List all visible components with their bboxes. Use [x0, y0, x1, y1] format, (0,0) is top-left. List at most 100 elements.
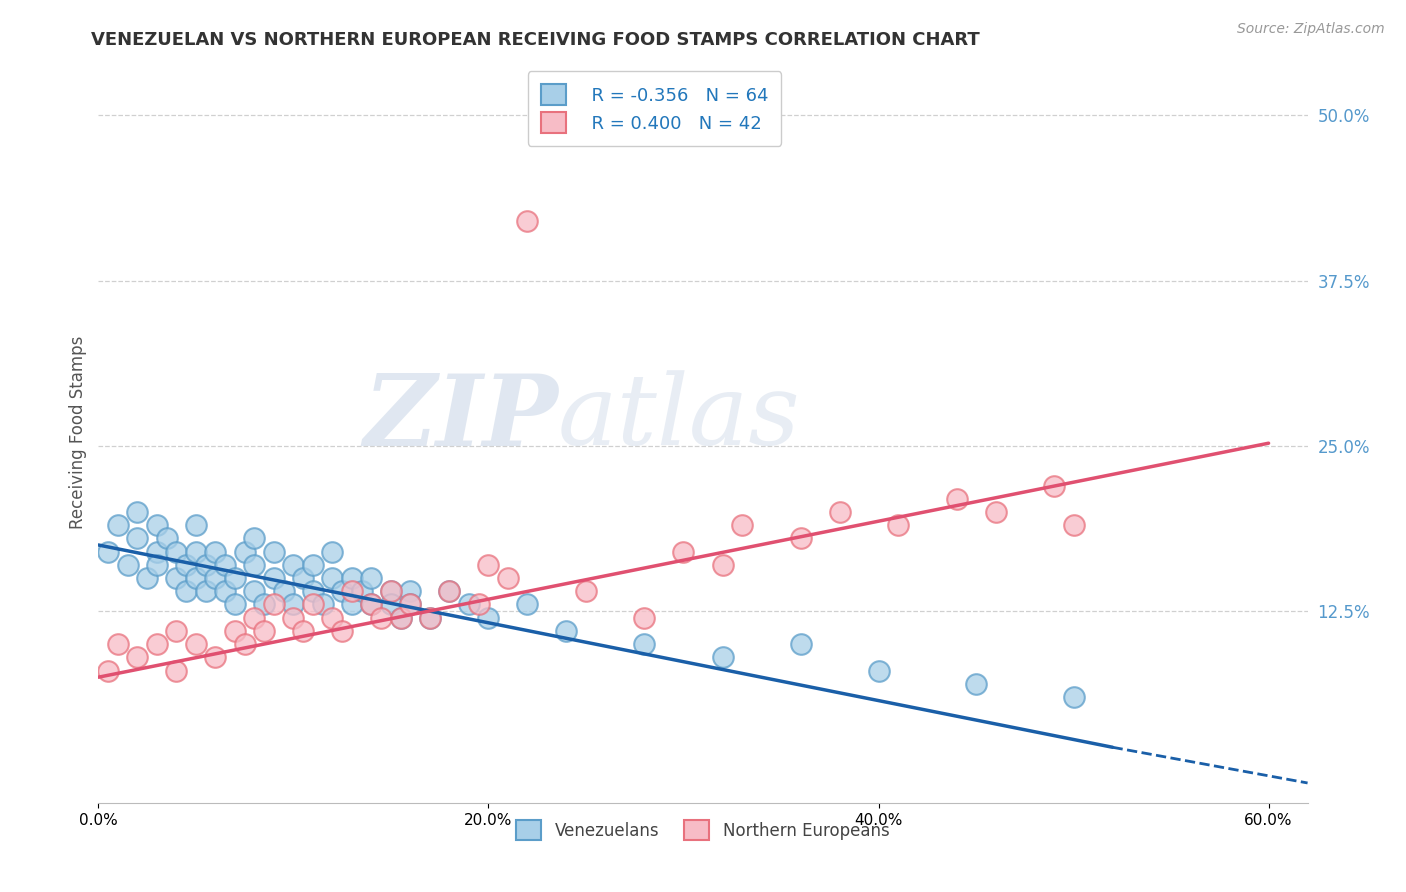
Point [253, 624, 276, 638]
Point [194, 584, 217, 599]
Point [107, 637, 129, 651]
Point [165, 571, 187, 585]
Point [243, 558, 266, 572]
Point [302, 598, 325, 612]
Point [360, 598, 382, 612]
Point [496, 571, 519, 585]
Point [984, 505, 1007, 519]
Point [419, 611, 441, 625]
Point [516, 214, 538, 228]
Point [340, 598, 363, 612]
Point [263, 571, 285, 585]
Point [204, 571, 226, 585]
Point [419, 611, 441, 625]
Point [302, 558, 325, 572]
Point [399, 584, 422, 599]
Point [868, 664, 890, 678]
Point [965, 677, 987, 691]
Point [127, 532, 149, 546]
Point [204, 544, 226, 558]
Point [283, 558, 305, 572]
Point [165, 624, 187, 638]
Point [321, 571, 343, 585]
Point [711, 650, 734, 665]
Point [174, 584, 197, 599]
Point [389, 611, 412, 625]
Point [439, 584, 461, 599]
Point [380, 584, 402, 599]
Point [439, 584, 461, 599]
Point [399, 598, 422, 612]
Point [321, 611, 343, 625]
Point [156, 532, 179, 546]
Point [945, 491, 967, 506]
Point [340, 584, 363, 599]
Point [184, 544, 207, 558]
Point [389, 611, 412, 625]
Point [380, 598, 402, 612]
Point [107, 518, 129, 533]
Point [1063, 690, 1085, 704]
Point [184, 518, 207, 533]
Point [399, 598, 422, 612]
Point [292, 571, 315, 585]
Point [828, 505, 851, 519]
Point [243, 532, 266, 546]
Text: Source: ZipAtlas.com: Source: ZipAtlas.com [1237, 22, 1385, 37]
Point [633, 637, 655, 651]
Point [146, 518, 169, 533]
Point [360, 598, 382, 612]
Point [789, 532, 811, 546]
Point [146, 544, 169, 558]
Point [302, 584, 325, 599]
Point [136, 571, 159, 585]
Point [350, 584, 373, 599]
Point [224, 598, 246, 612]
Point [165, 664, 187, 678]
Point [312, 598, 335, 612]
Point [127, 650, 149, 665]
Point [253, 598, 276, 612]
Point [283, 611, 305, 625]
Point [243, 611, 266, 625]
Point [330, 624, 353, 638]
Point [370, 611, 392, 625]
Point [283, 598, 305, 612]
Text: ZIP: ZIP [363, 369, 558, 466]
Point [204, 650, 226, 665]
Point [97, 664, 120, 678]
Point [467, 598, 489, 612]
Point [233, 544, 256, 558]
Point [672, 544, 695, 558]
Point [146, 637, 169, 651]
Point [292, 624, 315, 638]
Point [263, 544, 285, 558]
Point [555, 624, 578, 638]
Point [214, 584, 236, 599]
Legend: Venezuelans, Northern Europeans: Venezuelans, Northern Europeans [510, 814, 896, 847]
Point [380, 584, 402, 599]
Point [321, 544, 343, 558]
Point [184, 571, 207, 585]
Text: atlas: atlas [558, 370, 800, 466]
Point [146, 558, 169, 572]
Point [224, 624, 246, 638]
Point [194, 558, 217, 572]
Point [477, 611, 499, 625]
Point [477, 558, 499, 572]
Y-axis label: Receiving Food Stamps: Receiving Food Stamps [69, 336, 87, 529]
Point [1063, 518, 1085, 533]
Point [330, 584, 353, 599]
Point [516, 598, 538, 612]
Point [165, 544, 187, 558]
Point [731, 518, 754, 533]
Point [789, 637, 811, 651]
Point [233, 637, 256, 651]
Point [1043, 478, 1066, 492]
Point [117, 558, 139, 572]
Point [243, 584, 266, 599]
Point [340, 571, 363, 585]
Point [575, 584, 598, 599]
Point [360, 571, 382, 585]
Point [887, 518, 910, 533]
